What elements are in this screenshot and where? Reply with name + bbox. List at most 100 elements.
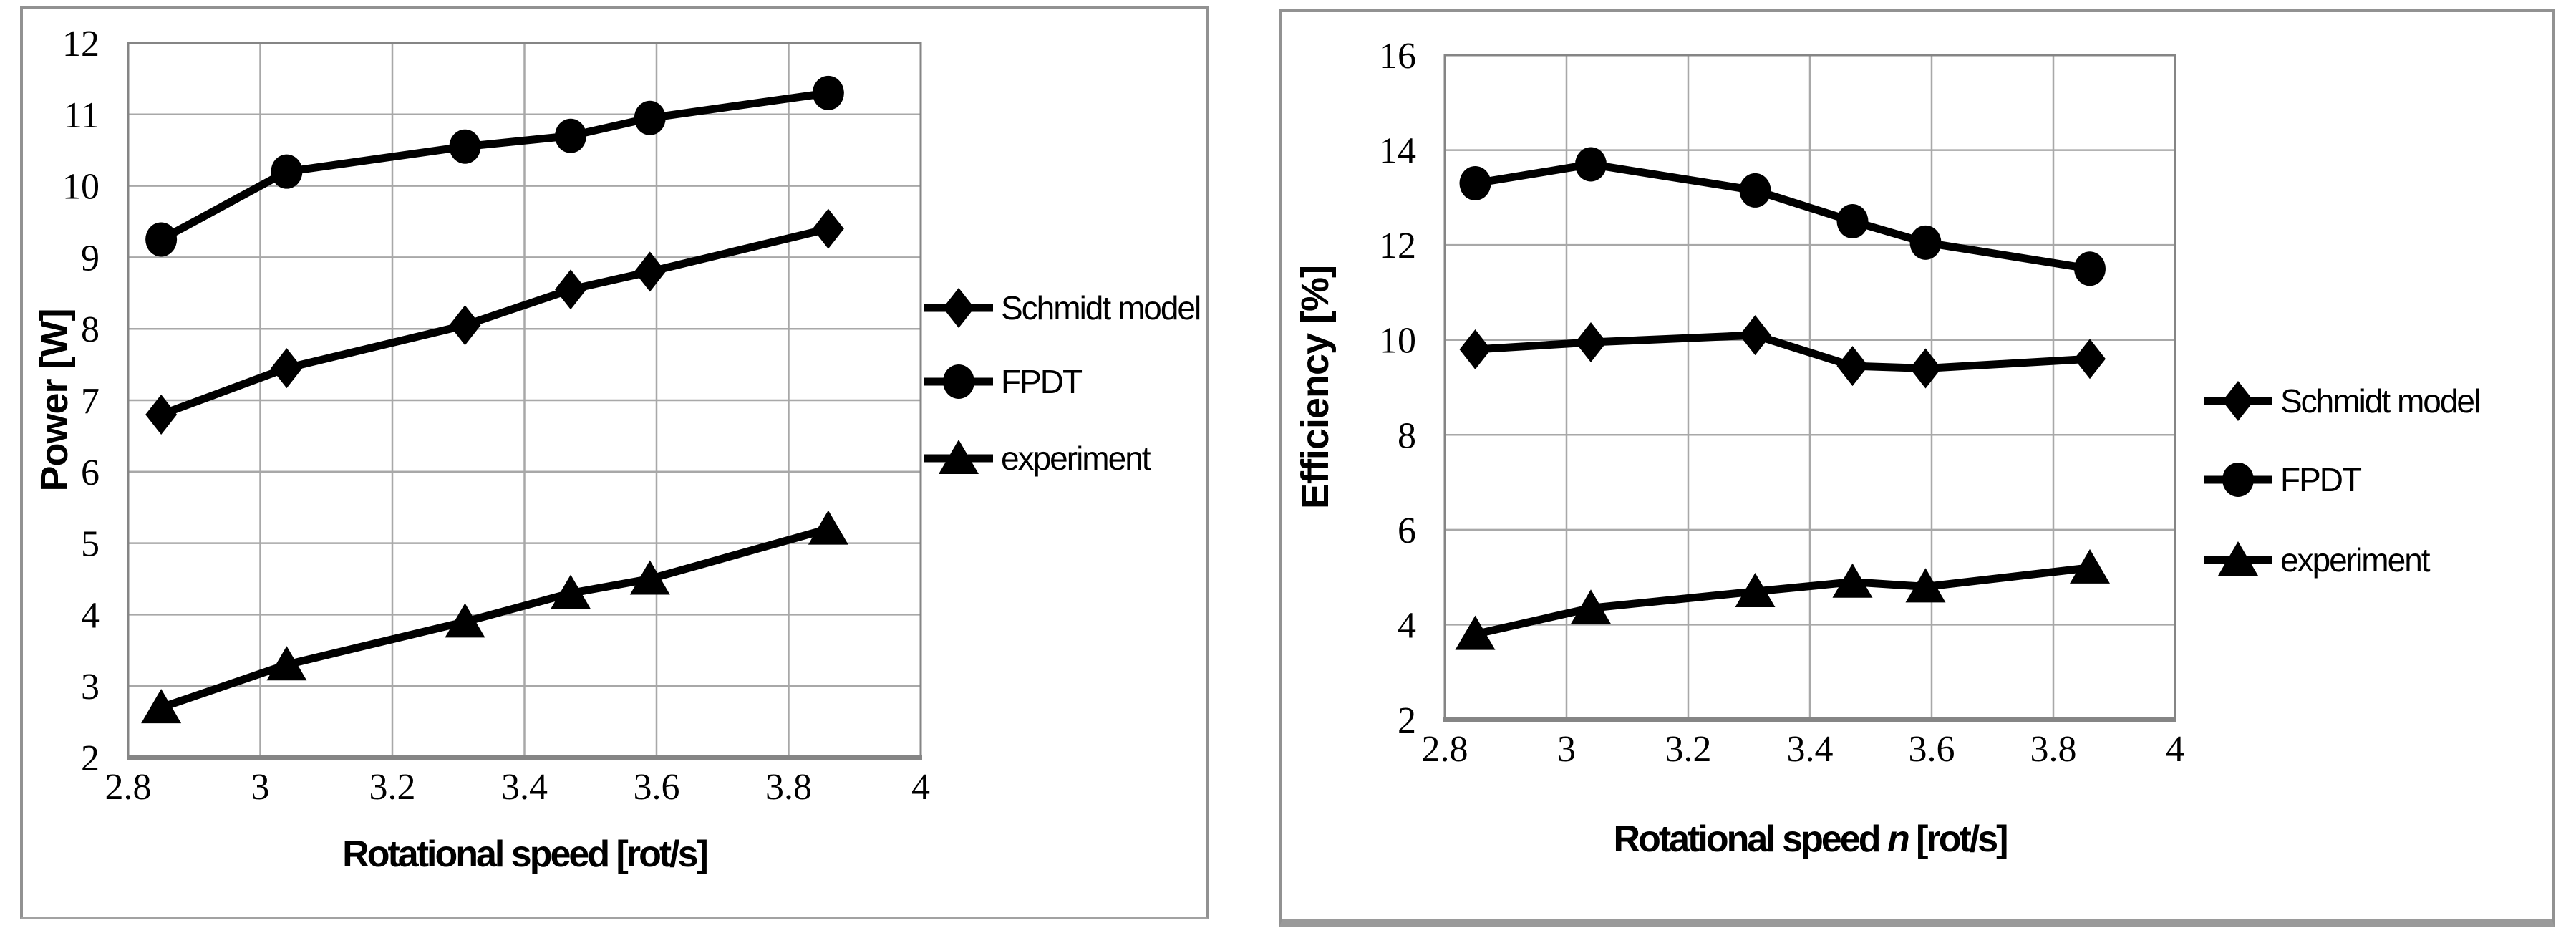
x-tick-label: 4 xyxy=(911,767,930,808)
legend: Schmidt model FPDT experiment xyxy=(2204,381,2481,579)
diamond-marker xyxy=(2074,339,2106,380)
y-tick-label: 4 xyxy=(1398,605,1416,646)
series-line xyxy=(157,224,833,419)
power-chart-panel: 2 3 4 5 6 7 8 9 10 11 12 2.8 3 3.2 3.4 3.6 3.8 4 Rotationa… xyxy=(20,6,1209,919)
circle-marker xyxy=(1739,173,1771,208)
efficiency-chart-panel: 2 4 6 8 10 12 14 16 2.8 3 3.2 3.4 3.6 3.8 4 Rotational … xyxy=(1279,9,2555,927)
legend-entry-schmidt-model: Schmidt model xyxy=(924,288,1201,328)
x-tick-label: 3.4 xyxy=(1787,729,1834,770)
x-tick-label: 3.6 xyxy=(634,767,680,808)
legend-triangle-icon xyxy=(2218,541,2258,576)
legend-label: FPDT xyxy=(2280,461,2362,498)
legend-entry-fpdt: FPDT xyxy=(924,363,1084,400)
y-tick-label: 8 xyxy=(81,309,100,350)
diamond-marker xyxy=(1575,322,1607,363)
y-tick-label: 6 xyxy=(1398,511,1416,551)
x-tick-label: 2.8 xyxy=(105,767,152,808)
series-schmidt-model xyxy=(145,208,844,435)
series-line xyxy=(157,525,833,712)
y-tick-label: 3 xyxy=(81,667,100,707)
legend-entry-fpdt: FPDT xyxy=(2204,461,2363,498)
x-tick-label: 3.2 xyxy=(369,767,416,808)
legend-entry-experiment: experiment xyxy=(2204,541,2432,579)
circle-marker xyxy=(449,129,481,164)
circle-marker xyxy=(812,75,844,110)
triangle-marker xyxy=(1832,563,1873,598)
y-tick-label: 12 xyxy=(62,24,100,64)
series-experiment xyxy=(141,510,848,724)
y-tick-label: 2 xyxy=(81,738,100,779)
y-tick-label: 4 xyxy=(81,595,100,636)
triangle-marker xyxy=(629,560,670,595)
y-axis-title: Power [W] xyxy=(33,309,76,492)
diamond-marker xyxy=(555,269,587,310)
legend-entry-experiment: experiment xyxy=(924,440,1153,477)
circle-marker xyxy=(1575,147,1607,182)
series-line xyxy=(157,89,833,243)
y-tick-label: 11 xyxy=(64,95,100,136)
legend-diamond-icon xyxy=(2222,381,2254,421)
diamond-marker xyxy=(1836,346,1869,387)
legend-label: experiment xyxy=(1001,440,1151,477)
triangle-marker xyxy=(1735,573,1776,608)
series-line xyxy=(1471,160,2094,273)
x-tick-label: 3 xyxy=(251,767,270,808)
legend-circle-icon xyxy=(2222,463,2254,497)
diamond-marker xyxy=(449,305,481,346)
x-tick-label: 3.6 xyxy=(1909,729,1955,770)
x-axis-title: Rotational speed [rot/s] xyxy=(342,833,707,875)
series-schmidt-model xyxy=(1459,315,2106,389)
x-tick-label: 3 xyxy=(1557,729,1576,770)
circle-marker xyxy=(2074,251,2106,286)
legend-label: Schmidt model xyxy=(1001,289,1200,327)
legend-label: experiment xyxy=(2280,541,2431,579)
circle-marker xyxy=(555,118,587,153)
power-chart-svg: 2 3 4 5 6 7 8 9 10 11 12 2.8 3 3.2 3.4 3.6 3.8 4 Rotationa… xyxy=(33,24,1201,875)
triangle-marker xyxy=(141,689,182,724)
y-tick-label: 9 xyxy=(81,238,100,279)
triangle-marker xyxy=(2070,548,2110,584)
legend-label: FPDT xyxy=(1001,363,1083,400)
x-tick-label: 2.8 xyxy=(1422,729,1468,770)
y-axis-tick-labels: 2 4 6 8 10 12 14 16 xyxy=(1379,36,1416,741)
series-line xyxy=(1471,331,2094,372)
triangle-marker xyxy=(445,603,485,638)
y-axis-tick-labels: 2 3 4 5 6 7 8 9 10 11 12 xyxy=(62,24,100,779)
diamond-marker xyxy=(1909,348,1942,389)
x-axis-title: Rotational speed n [rot/s] xyxy=(1614,818,2008,860)
y-tick-label: 2 xyxy=(1398,700,1416,741)
legend-diamond-icon xyxy=(943,288,974,328)
diamond-marker xyxy=(1459,329,1491,369)
y-tick-label: 10 xyxy=(1379,321,1416,362)
y-tick-label: 6 xyxy=(81,453,100,493)
triangle-marker xyxy=(551,574,591,609)
circle-marker xyxy=(1836,204,1869,238)
series-fpdt xyxy=(145,75,844,257)
y-tick-label: 12 xyxy=(1379,226,1416,266)
x-tick-label: 3.2 xyxy=(1665,729,1712,770)
triangle-marker xyxy=(1905,568,1946,603)
y-tick-label: 5 xyxy=(81,524,100,565)
x-tick-label: 4 xyxy=(2166,729,2184,770)
circle-marker xyxy=(145,222,178,257)
x-tick-label: 3.4 xyxy=(501,767,548,808)
series-experiment xyxy=(1455,548,2110,650)
triangle-marker xyxy=(1455,615,1496,650)
diamond-marker xyxy=(634,251,666,292)
x-axis-tick-labels: 2.8 3 3.2 3.4 3.6 3.8 4 xyxy=(1422,729,2185,770)
diamond-marker xyxy=(145,394,178,435)
x-tick-label: 3.8 xyxy=(765,767,812,808)
gridlines xyxy=(127,42,922,759)
circle-marker xyxy=(271,154,303,189)
series-fpdt xyxy=(1459,147,2106,286)
diamond-marker xyxy=(271,348,303,389)
series-line xyxy=(1471,564,2094,639)
triangle-marker xyxy=(1571,589,1611,624)
circle-marker xyxy=(1459,165,1491,200)
legend-triangle-icon xyxy=(939,440,979,474)
y-tick-label: 7 xyxy=(81,381,100,422)
x-tick-label: 3.8 xyxy=(2030,729,2077,770)
circle-marker xyxy=(634,100,666,135)
y-axis-title: Efficiency [%] xyxy=(1294,266,1337,509)
